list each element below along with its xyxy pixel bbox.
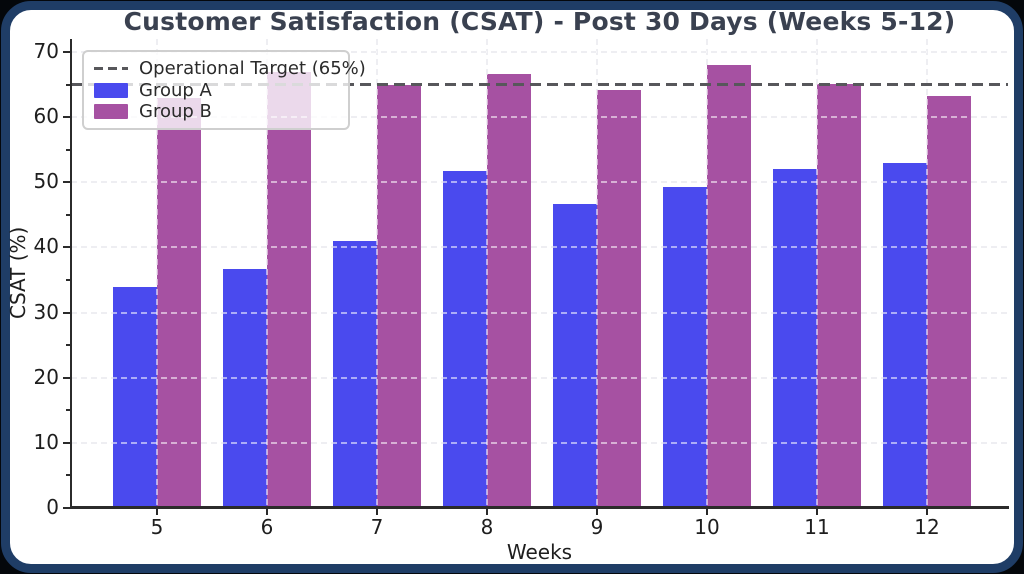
legend-label-group-a: Group A: [139, 79, 212, 101]
bar-group-a-week-5: [113, 286, 157, 508]
bars-layer: [71, 39, 1008, 508]
y-tick-label-40: 40: [33, 234, 59, 259]
y-tick-50: [63, 181, 70, 184]
bar-group-b-week-8: [487, 74, 531, 508]
y-tick-40: [63, 246, 70, 249]
target-line: [71, 83, 1008, 87]
legend-label-group-b: Group B: [139, 101, 212, 122]
y-tick-10: [63, 441, 70, 444]
x-axis-label: Weeks: [506, 540, 573, 564]
y-tick-30: [63, 311, 70, 314]
y-tick-label-30: 30: [33, 299, 59, 324]
legend-label-target: Operational Target (65%): [139, 58, 366, 79]
x-axis-spine: [70, 506, 1009, 509]
bar-group-a-week-9: [553, 204, 597, 508]
y-tick-label-70: 70: [33, 39, 59, 64]
x-tick-12: [926, 509, 928, 515]
target-dash-line-icon: [94, 67, 128, 70]
x-tick-6: [266, 509, 268, 515]
bar-group-a-week-12: [883, 162, 927, 508]
legend-swatch-group-b: [94, 104, 128, 119]
x-tick-9: [596, 509, 598, 515]
bar-group-b-week-6: [267, 71, 311, 508]
legend: Operational Target (65%) Group A Group B: [82, 50, 366, 130]
bar-group-b-week-5: [157, 97, 201, 508]
y-tick-label-20: 20: [33, 364, 59, 389]
y-minor-tick-25: [66, 344, 70, 347]
x-tick-10: [706, 509, 708, 515]
y-minor-tick-15: [66, 409, 70, 412]
bar-group-b-week-11: [817, 83, 861, 508]
x-tick-label-11: 11: [804, 515, 830, 539]
y-tick-label-10: 10: [33, 429, 59, 454]
legend-row-group-a: Group A: [94, 80, 338, 101]
x-tick-5: [156, 509, 158, 515]
y-minor-tick-5: [66, 474, 70, 477]
y-tick-60: [63, 116, 70, 119]
y-tick-label-60: 60: [33, 104, 59, 129]
y-minor-tick-55: [66, 148, 70, 151]
legend-row-target: Operational Target (65%): [94, 58, 366, 79]
bar-group-a-week-11: [773, 168, 817, 508]
x-tick-7: [376, 509, 378, 515]
y-tick-label-0: 0: [46, 495, 59, 519]
bar-group-a-week-10: [663, 186, 707, 508]
y-minor-tick-45: [66, 213, 70, 216]
y-tick-label-50: 50: [33, 169, 59, 194]
x-tick-label-8: 8: [480, 515, 494, 539]
bar-group-a-week-8: [443, 171, 487, 508]
bar-group-b-week-9: [597, 89, 641, 508]
y-minor-tick-35: [66, 279, 70, 281]
legend-swatch-group-a: [94, 82, 128, 98]
bar-group-a-week-7: [333, 240, 377, 508]
x-tick-label-5: 5: [150, 515, 164, 539]
x-tick-label-12: 12: [914, 515, 940, 539]
bar-group-b-week-7: [377, 84, 421, 508]
x-tick-label-9: 9: [590, 515, 604, 539]
y-axis-label: CSAT (%): [6, 226, 30, 320]
x-tick-11: [816, 509, 818, 515]
x-tick-label-10: 10: [694, 515, 720, 539]
bar-group-b-week-10: [707, 65, 751, 508]
y-axis-spine: [70, 39, 72, 509]
x-tick-label-6: 6: [260, 515, 274, 539]
y-minor-tick-65: [66, 83, 70, 86]
y-tick-0: [63, 507, 70, 509]
x-tick-label-7: 7: [370, 515, 384, 539]
bar-group-b-week-12: [927, 95, 971, 508]
legend-row-group-b: Group B: [94, 101, 338, 122]
x-tick-8: [486, 509, 488, 515]
y-tick-70: [63, 51, 70, 54]
bar-group-a-week-6: [223, 268, 267, 508]
chart-title: Customer Satisfaction (CSAT) - Post 30 D…: [123, 7, 956, 36]
y-tick-20: [63, 376, 70, 379]
